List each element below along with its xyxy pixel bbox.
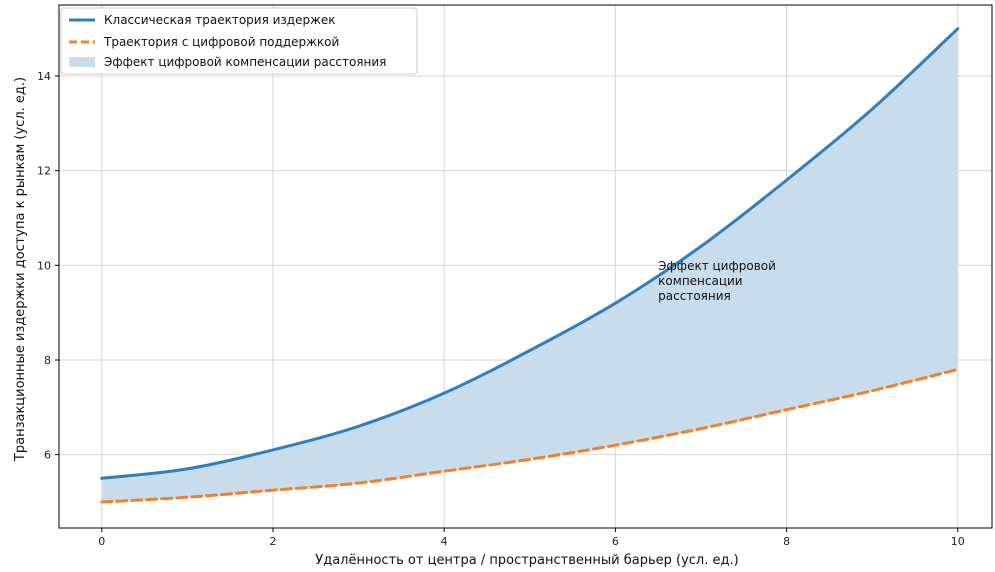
y-tick-label: 8	[44, 354, 51, 367]
y-tick-label: 10	[37, 259, 51, 272]
x-tick-label: 4	[441, 535, 448, 548]
legend-box	[60, 7, 418, 75]
x-tick-label: 10	[951, 535, 965, 548]
legend-swatch-fill	[69, 57, 95, 67]
legend-label-fill: Эффект цифровой компенсации расстояния	[104, 55, 386, 69]
series-classic-line	[100, 27, 960, 480]
plot-frame	[58, 4, 993, 529]
series-digital-line	[100, 367, 960, 504]
y-tick-label: 12	[37, 165, 51, 178]
x-axis-label: Удалённость от центра / пространственный…	[315, 553, 738, 568]
annotation-line-1: Эффект цифровой	[658, 259, 776, 273]
x-tick-label: 8	[783, 535, 790, 548]
legend: Классическая траектория издержек Траекто…	[60, 7, 418, 75]
y-tick-label: 6	[44, 449, 51, 462]
x-tick-label: 2	[269, 535, 276, 548]
axis-ticks: 0 2 4 6 8 10 6 8 10 12 14	[37, 70, 965, 548]
legend-label-digital: Траектория с цифровой поддержкой	[103, 35, 339, 49]
x-tick-label: 6	[612, 535, 619, 548]
compensation-fill-area	[101, 28, 958, 502]
annotation-label: Эффект цифровой компенсации расстояния	[658, 259, 780, 303]
x-tick-label: 0	[98, 535, 105, 548]
y-tick-label: 14	[37, 70, 51, 83]
legend-label-classic: Классическая траектория издержек	[104, 13, 336, 27]
annotation-line-2: компенсации	[658, 274, 742, 288]
annotation-line-3: расстояния	[658, 289, 731, 303]
y-axis-label: Транзакционные издержки доступа к рынкам…	[13, 77, 28, 462]
